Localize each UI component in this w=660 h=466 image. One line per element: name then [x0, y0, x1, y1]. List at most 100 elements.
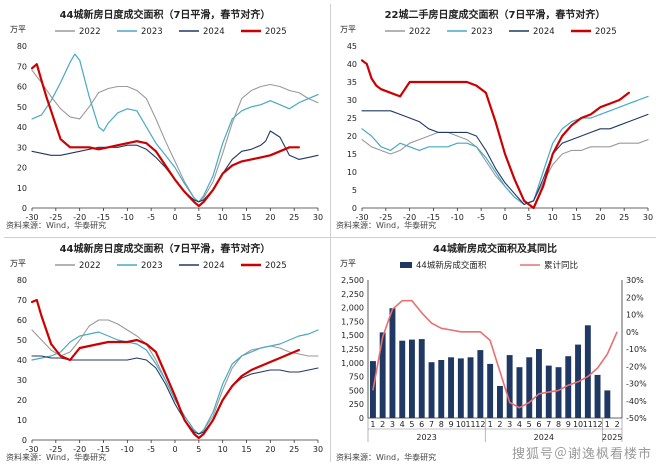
y-tick-label: 45 [347, 42, 357, 51]
y-tick-label: 40 [347, 60, 357, 69]
y2-tick-label: 20% [626, 293, 644, 302]
x-tick-label: 2 [615, 420, 620, 429]
x-tick-label: 12 [475, 420, 485, 429]
y2-tick-label: 30% [626, 276, 644, 285]
legend-label-2023: 2023 [141, 261, 163, 271]
y-tick-label: 20 [17, 164, 27, 173]
x-tick-label: -15 [97, 213, 110, 222]
bar-month [379, 332, 386, 418]
bar-month [594, 374, 601, 418]
series-line-2022 [31, 69, 319, 203]
series-line-2023 [361, 95, 649, 205]
chart-plot: 万平 0 250 500 750 1,000 1,250 1,500 1,750 2,000 2,2… [340, 259, 647, 442]
legend-label-line: 累计同比 [544, 260, 578, 271]
x-tick-label: 1 [370, 420, 375, 429]
x-tick-label: 30 [313, 213, 323, 222]
x-tick-label: 6 [419, 420, 424, 429]
x-tick-label: 20 [595, 213, 605, 222]
x-tick-label: 25 [289, 213, 299, 222]
x-tick-label: -30 [25, 213, 38, 222]
panel-divider-horizontal [4, 237, 656, 238]
x-tick-label: 1 [488, 420, 493, 429]
chart-title: 44城新房日度成交面积（7日平滑，春节对齐） [59, 10, 271, 21]
y-tick-label: 15 [347, 150, 357, 159]
source-note: 资料来源：Wind，华泰研究 [336, 221, 437, 230]
x-tick-label: -5 [147, 445, 155, 454]
bar-month [438, 360, 445, 418]
x-tick-label: 9 [566, 420, 571, 429]
y-axis-unit: 万平 [340, 25, 356, 34]
series-line-2024 [31, 355, 319, 435]
series-line-2025 [360, 59, 630, 210]
bar-month [506, 355, 513, 418]
x-tick-label: 3 [390, 420, 395, 429]
y-tick-label: 30 [347, 96, 357, 105]
bar-month [399, 340, 406, 418]
y-tick-label: 1,250 [341, 345, 364, 354]
x-tick-label: -10 [121, 445, 134, 454]
source-note: 资料来源：Wind，华泰研究 [336, 453, 437, 462]
y-tick-label: 30 [17, 143, 27, 152]
legend-label-bars: 44城新房成交面积 [416, 260, 487, 271]
y-tick-label: 250 [349, 400, 364, 409]
x-tick-label: -20 [73, 445, 86, 454]
chart-panel-second-hand-22-cities: 22城二手房日度成交面积（7日平滑，春节对齐） 万平 0 5 10 15 20 25 30 35… [330, 6, 660, 234]
y-tick-label: 40 [17, 123, 27, 132]
bar-month [565, 356, 572, 418]
watermark: 搜狐号＠谢逸枫看楼市 [511, 447, 652, 462]
chart-title: 44城新房成交面积及其同比 [433, 244, 557, 255]
y-tick-label: 80 [17, 42, 27, 51]
bar-month [409, 339, 415, 418]
year-group-label: 2025 [602, 433, 622, 442]
legend-swatch-bars [400, 262, 412, 268]
x-tick-label: -20 [73, 213, 86, 222]
y-tick-label: 10 [17, 184, 27, 193]
year-group-label: 2024 [534, 433, 554, 442]
legend-label-2023: 2023 [471, 27, 493, 37]
y-tick-label: 70 [17, 296, 27, 305]
y2-tick-label: 10% [626, 311, 644, 320]
y-axis-unit: 万平 [10, 25, 26, 34]
chart-panel-new-home-44-cities-bottom: 44城新房日度成交面积（7日平滑，春节对齐） 万平 0 10 20 30 40 50 60 70… [0, 240, 330, 466]
series-line-2022 [31, 319, 319, 435]
y2-tick-label: 0% [626, 328, 639, 337]
bar-month [516, 367, 523, 418]
y-tick-label: 60 [17, 83, 27, 92]
x-tick-label: -25 [49, 445, 62, 454]
x-tick-label: 7 [429, 420, 434, 429]
y-tick-label: 70 [17, 62, 27, 71]
bar-month [467, 357, 474, 418]
legend-label-2025: 2025 [595, 27, 617, 37]
legend-label-2024: 2024 [533, 27, 555, 37]
y2-tick-label: -10% [626, 345, 647, 354]
x-tick-label: -20 [403, 213, 416, 222]
x-tick-label: 5 [409, 420, 414, 429]
y2-tick-label: -30% [626, 380, 647, 389]
legend-label-2024: 2024 [203, 261, 225, 271]
series-line-2022 [361, 131, 649, 205]
x-tick-label: 11 [465, 420, 475, 429]
x-tick-label: 8 [439, 420, 444, 429]
x-tick-label: 5 [526, 213, 531, 222]
x-tick-label: 10 [218, 445, 228, 454]
legend-label-2025: 2025 [265, 27, 287, 37]
bar-month [555, 367, 562, 418]
y-tick-label: 35 [347, 78, 357, 87]
x-tick-label: 11 [583, 420, 593, 429]
x-tick-label: 30 [643, 213, 653, 222]
x-tick-label: 10 [548, 213, 558, 222]
chart-panel-monthly-area-and-yoy: 44城新房成交面积及其同比 万平 0 250 500 750 1,000 1,250 1,50… [330, 240, 660, 466]
x-tick-label: 10 [573, 420, 583, 429]
x-tick-label: -15 [97, 445, 110, 454]
y2-tick-label: -50% [626, 414, 647, 423]
x-tick-label: 0 [172, 445, 177, 454]
x-tick-label: 25 [289, 445, 299, 454]
x-tick-label: 15 [571, 213, 581, 222]
y-tick-label: 1,000 [341, 359, 364, 368]
bar-month [457, 358, 464, 418]
y2-tick-label: -20% [626, 362, 647, 371]
y-tick-label: 2,000 [341, 304, 364, 313]
x-tick-label: 5 [527, 420, 532, 429]
bar-month [536, 349, 542, 418]
